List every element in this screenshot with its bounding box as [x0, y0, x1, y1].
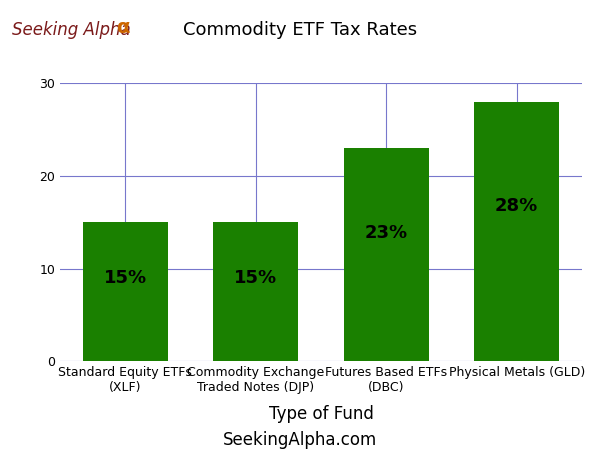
Bar — [214, 222, 298, 361]
Text: 28%: 28% — [495, 197, 538, 214]
Text: α: α — [117, 18, 131, 37]
Bar — [344, 148, 428, 361]
Text: 23%: 23% — [365, 225, 408, 242]
Text: 15%: 15% — [104, 269, 147, 287]
Bar — [475, 102, 559, 361]
Text: 15%: 15% — [234, 269, 277, 287]
Text: SeekingAlpha.com: SeekingAlpha.com — [223, 431, 377, 449]
Bar — [83, 222, 167, 361]
Text: Seeking Alpha: Seeking Alpha — [12, 21, 131, 39]
Text: Commodity ETF Tax Rates: Commodity ETF Tax Rates — [183, 21, 417, 39]
X-axis label: Type of Fund: Type of Fund — [269, 405, 373, 423]
